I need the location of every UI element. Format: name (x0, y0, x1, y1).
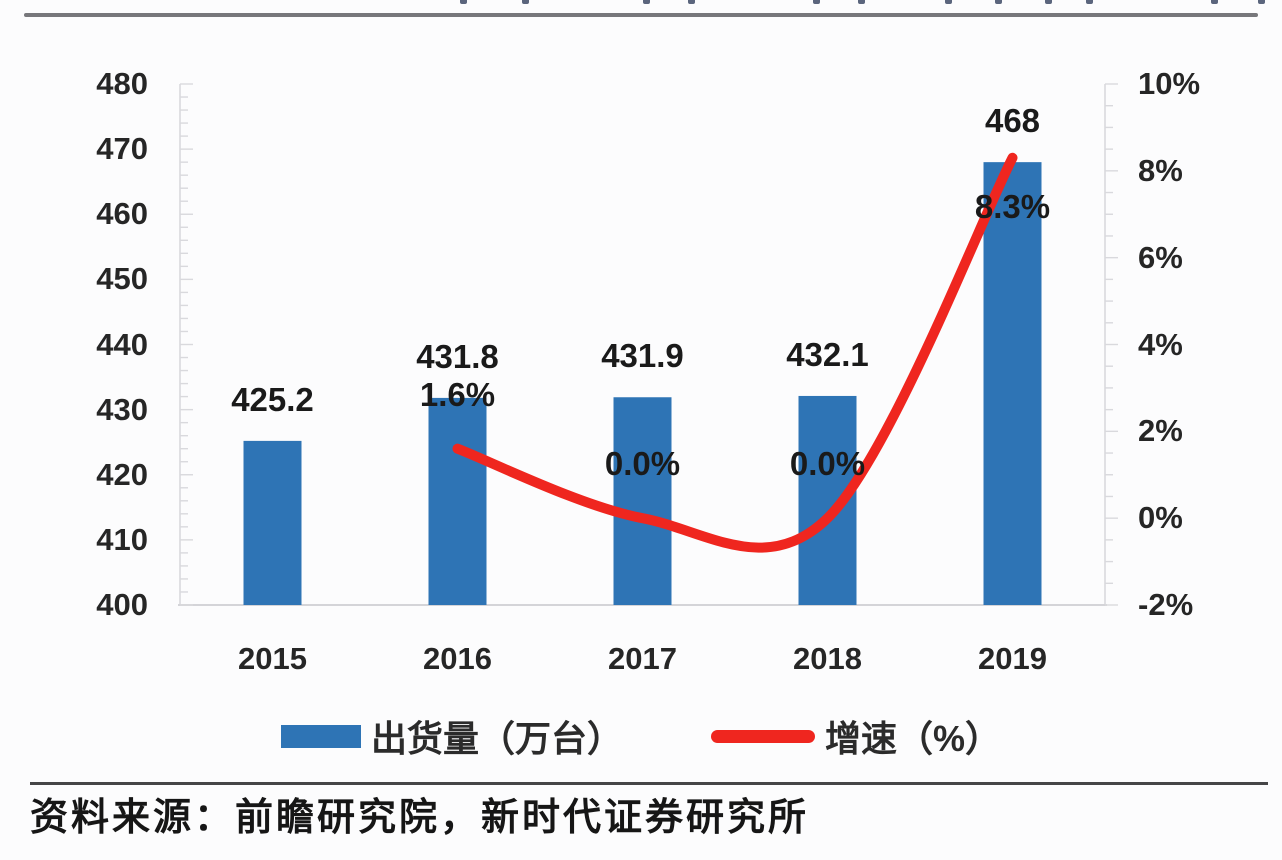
chart-area: 480 470 460 450 440 430 420 410 400 10% 8% 6% 4% 2% 0%… (96, 66, 1201, 677)
clipped-title-fragment (522, 0, 529, 4)
right-axis-tick-label: 6% (1138, 239, 1183, 275)
growth-value-label: 1.6% (419, 375, 496, 413)
right-axis-tick-label: 8% (1138, 152, 1183, 188)
bar-2015 (243, 440, 302, 605)
chart-plot-svg (178, 83, 1118, 606)
clipped-title-fragment (688, 0, 695, 4)
source-note: 资料来源：前瞻研究院，新时代证券研究所 (30, 797, 810, 839)
chart-legend: 出货量（万台） 增速（%） (0, 712, 1282, 760)
left-axis-tick-label: 410 (96, 521, 148, 557)
clipped-title-fragment (1211, 0, 1218, 4)
bar-value-label: 468 (984, 102, 1041, 140)
clipped-title-fragment (858, 0, 865, 4)
right-axis-tick-label: -2% (1138, 587, 1194, 622)
bar-2016 (428, 397, 487, 605)
bar-value-label: 432.1 (786, 335, 869, 373)
bottom-divider (30, 782, 1268, 785)
clipped-title-fragment (995, 0, 1002, 4)
bar-value-label: 431.8 (416, 337, 499, 375)
growth-value-label: 0.0% (789, 445, 866, 483)
clipped-title-fragment (1086, 0, 1093, 4)
x-axis-label: 2019 (978, 641, 1047, 676)
left-axis-tick-label: 420 (96, 456, 148, 492)
bar-value-label: 425.2 (231, 380, 314, 418)
left-axis-tick-label: 400 (96, 587, 148, 622)
x-axis-label: 2015 (238, 641, 307, 676)
growth-value-label: 8.3% (974, 187, 1051, 225)
right-axis-tick-label: 0% (1138, 500, 1183, 536)
left-axis-tick-label: 450 (96, 261, 148, 297)
clipped-title-fragment (1045, 0, 1052, 4)
top-divider (24, 13, 1258, 17)
legend-item-growth: 增速（%） (711, 710, 1001, 762)
clipped-title-fragment (643, 0, 650, 4)
bar-swatch-icon (280, 724, 361, 748)
bar-2019 (983, 162, 1042, 605)
line-swatch-icon (711, 729, 815, 743)
left-axis-tick-label: 480 (96, 66, 148, 101)
left-axis-tick-label: 470 (96, 131, 148, 167)
growth-value-label: 0.0% (604, 445, 681, 483)
clipped-title-fragment (813, 0, 820, 4)
chart-labels-layer: 480 470 460 450 440 430 420 410 400 10% 8% 6% 4% 2% 0%… (96, 66, 1201, 677)
right-axis-tick-label: 2% (1138, 413, 1183, 449)
right-axis-tick-label: 4% (1138, 326, 1183, 362)
left-axis-tick-label: 460 (96, 196, 148, 232)
clipped-title-fragment (1258, 0, 1265, 4)
x-axis-label: 2018 (793, 641, 862, 676)
left-axis-tick-label: 430 (96, 391, 148, 427)
clipped-title-fragment (460, 0, 467, 4)
bar-value-label: 431.9 (601, 337, 684, 375)
legend-item-shipments: 出货量（万台） (280, 710, 623, 762)
legend-label-shipments: 出货量（万台） (370, 718, 623, 759)
bar-2017 (613, 397, 672, 605)
x-axis-label: 2017 (608, 641, 677, 676)
legend-label-growth: 增速（%） (825, 718, 1002, 759)
clipped-title-fragment (945, 0, 952, 4)
clipped-title-fragments (0, 0, 1282, 6)
right-axis-tick-label: 10% (1138, 66, 1201, 101)
growth-line (452, 152, 1018, 553)
left-axis-tick-label: 440 (96, 326, 148, 362)
x-axis-label: 2016 (423, 641, 492, 676)
